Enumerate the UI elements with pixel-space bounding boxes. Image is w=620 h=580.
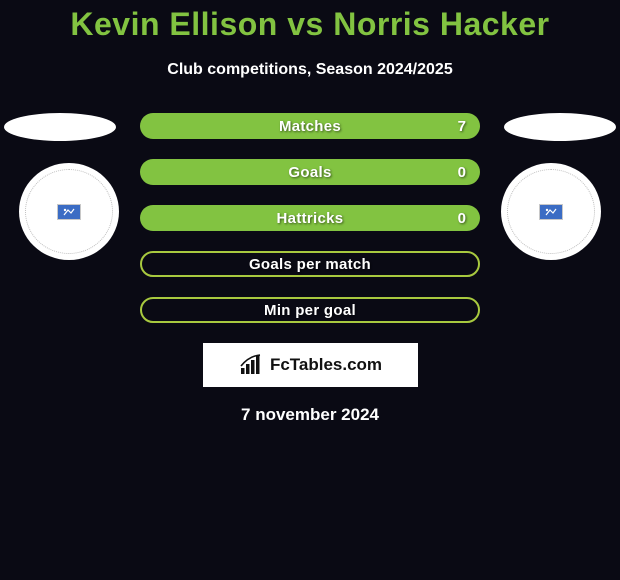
stat-bar-matches: Matches 7 bbox=[140, 113, 480, 139]
player-left-name-ellipse bbox=[4, 113, 116, 141]
stat-bar-goals-per-match: Goals per match bbox=[140, 251, 480, 277]
comparison-area: Matches 7 Goals 0 Hattricks 0 Goals per … bbox=[0, 113, 620, 425]
stat-label: Hattricks bbox=[277, 210, 344, 227]
stat-label: Goals bbox=[288, 164, 331, 181]
stat-bar-min-per-goal: Min per goal bbox=[140, 297, 480, 323]
player-right-name-ellipse bbox=[504, 113, 616, 141]
player-right-avatar bbox=[501, 163, 601, 260]
stat-label: Goals per match bbox=[249, 256, 371, 273]
comparison-infographic: Kevin Ellison vs Norris Hacker Club comp… bbox=[0, 0, 620, 580]
player-left-avatar bbox=[19, 163, 119, 260]
stat-bar-goals: Goals 0 bbox=[140, 159, 480, 185]
stat-value: 0 bbox=[458, 210, 466, 227]
brand-badge: FcTables.com bbox=[203, 343, 418, 387]
stat-bars: Matches 7 Goals 0 Hattricks 0 Goals per … bbox=[140, 113, 480, 323]
generated-date: 7 november 2024 bbox=[0, 405, 620, 425]
flag-placeholder-icon bbox=[539, 204, 563, 220]
stat-value: 0 bbox=[458, 164, 466, 181]
page-subtitle: Club competitions, Season 2024/2025 bbox=[0, 43, 620, 79]
page-title: Kevin Ellison vs Norris Hacker bbox=[0, 0, 620, 43]
stat-label: Min per goal bbox=[264, 302, 356, 319]
stat-bar-hattricks: Hattricks 0 bbox=[140, 205, 480, 231]
stat-value: 7 bbox=[458, 118, 466, 135]
brand-text: FcTables.com bbox=[270, 355, 382, 375]
stat-label: Matches bbox=[279, 118, 341, 135]
flag-placeholder-icon bbox=[57, 204, 81, 220]
brand-chart-icon bbox=[238, 354, 268, 376]
